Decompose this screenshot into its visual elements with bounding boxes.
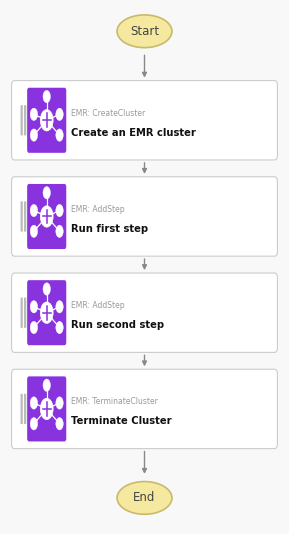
Circle shape — [30, 205, 38, 217]
FancyBboxPatch shape — [24, 105, 26, 136]
Circle shape — [30, 321, 38, 334]
FancyBboxPatch shape — [12, 273, 277, 352]
FancyBboxPatch shape — [21, 105, 23, 136]
FancyBboxPatch shape — [24, 297, 26, 328]
Circle shape — [56, 418, 63, 430]
Circle shape — [56, 321, 63, 334]
Circle shape — [30, 418, 38, 430]
Circle shape — [40, 206, 53, 227]
Circle shape — [30, 397, 38, 409]
FancyBboxPatch shape — [27, 184, 66, 249]
Text: EMR: AddStep: EMR: AddStep — [71, 205, 125, 214]
Text: End: End — [133, 491, 156, 505]
Text: EMR: CreateCluster: EMR: CreateCluster — [71, 109, 145, 118]
FancyBboxPatch shape — [12, 81, 277, 160]
Circle shape — [56, 108, 63, 121]
Text: Run first step: Run first step — [71, 224, 148, 234]
Ellipse shape — [117, 15, 172, 48]
FancyBboxPatch shape — [21, 201, 23, 232]
Text: Run second step: Run second step — [71, 320, 164, 330]
Circle shape — [43, 379, 50, 391]
Circle shape — [40, 109, 53, 131]
FancyBboxPatch shape — [27, 376, 66, 442]
FancyBboxPatch shape — [12, 177, 277, 256]
Circle shape — [56, 225, 63, 238]
Text: Start: Start — [130, 25, 159, 38]
Text: Create an EMR cluster: Create an EMR cluster — [71, 128, 196, 138]
Text: Terminate Cluster: Terminate Cluster — [71, 417, 171, 427]
FancyBboxPatch shape — [24, 201, 26, 232]
Ellipse shape — [117, 482, 172, 514]
Circle shape — [56, 397, 63, 409]
Circle shape — [30, 129, 38, 142]
Circle shape — [43, 186, 50, 199]
FancyBboxPatch shape — [24, 394, 26, 424]
FancyBboxPatch shape — [27, 88, 66, 153]
FancyBboxPatch shape — [21, 297, 23, 328]
Circle shape — [30, 301, 38, 313]
Circle shape — [56, 205, 63, 217]
Circle shape — [43, 283, 50, 295]
FancyBboxPatch shape — [21, 394, 23, 424]
FancyBboxPatch shape — [12, 369, 277, 449]
Text: EMR: TerminateCluster: EMR: TerminateCluster — [71, 397, 158, 406]
Text: EMR: AddStep: EMR: AddStep — [71, 301, 125, 310]
Circle shape — [40, 398, 53, 420]
FancyBboxPatch shape — [27, 280, 66, 345]
Circle shape — [43, 90, 50, 103]
Circle shape — [30, 225, 38, 238]
Circle shape — [40, 302, 53, 324]
Circle shape — [56, 301, 63, 313]
Circle shape — [56, 129, 63, 142]
Circle shape — [30, 108, 38, 121]
